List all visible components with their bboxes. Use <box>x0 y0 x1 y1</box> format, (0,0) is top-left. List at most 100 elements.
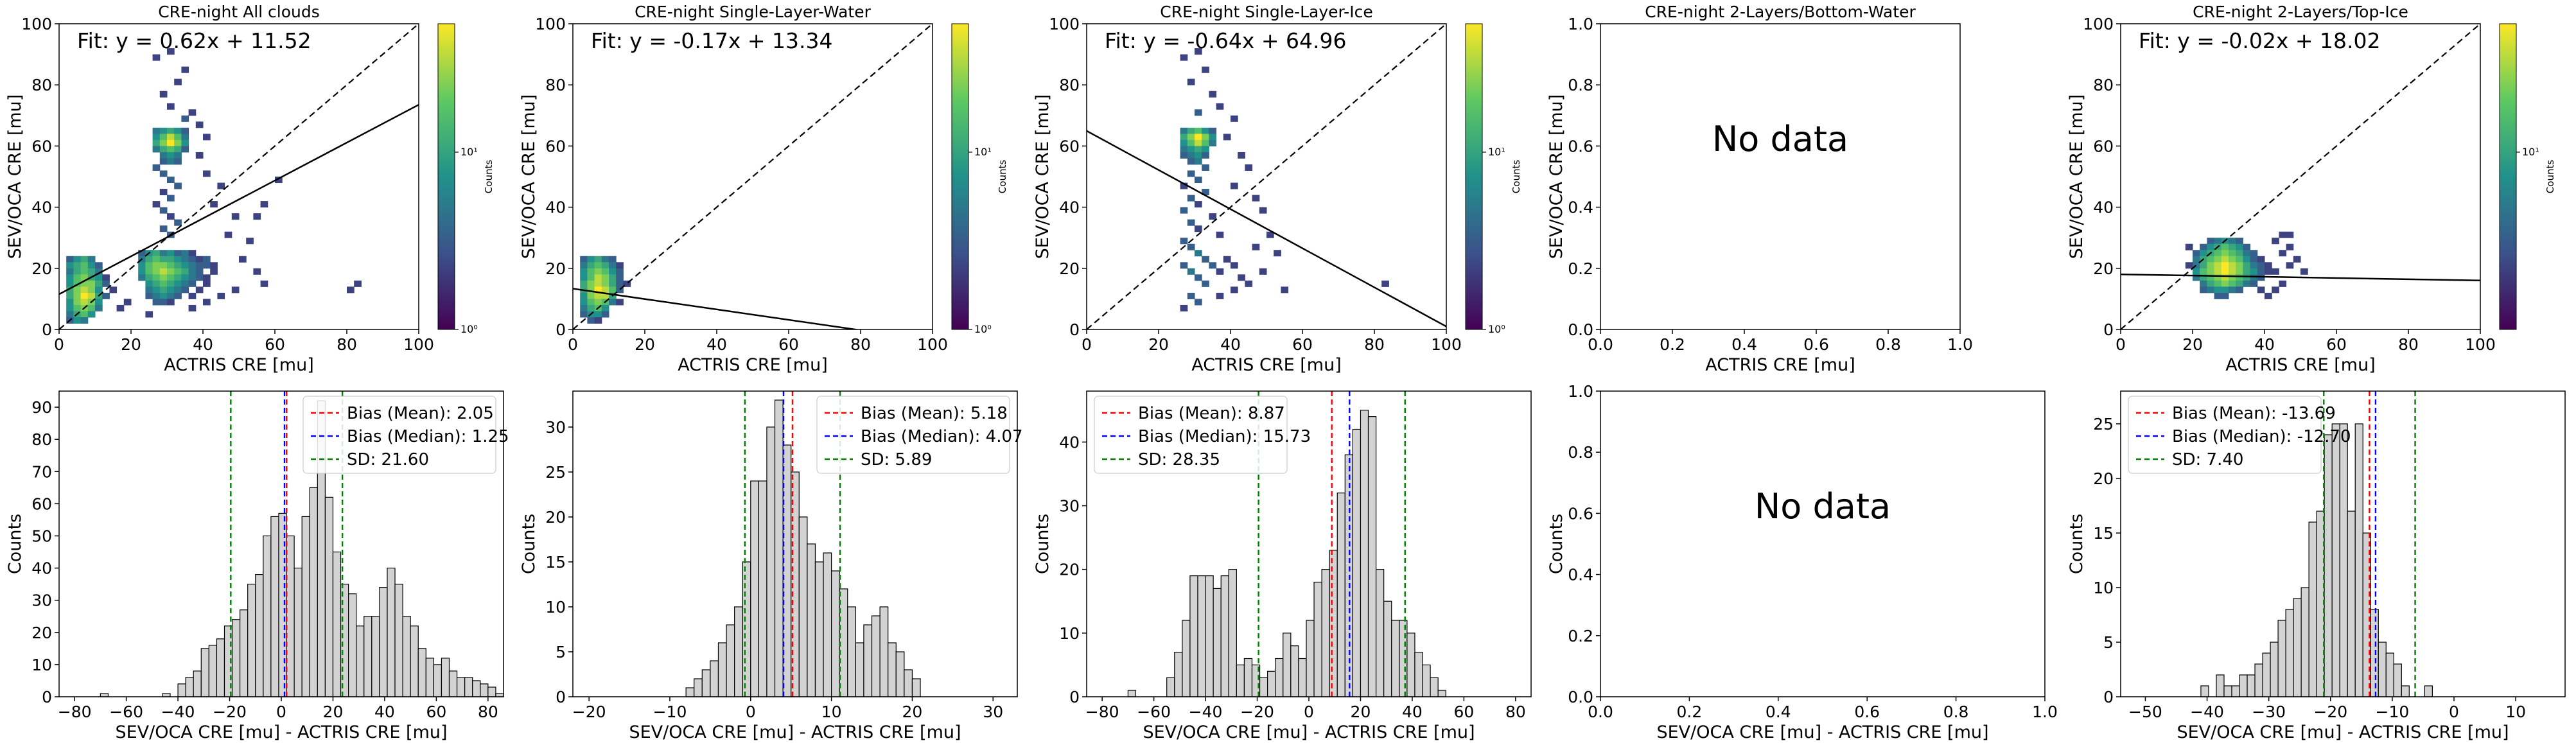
heatmap-cell <box>66 274 74 281</box>
heatmap-cell <box>1202 127 1209 134</box>
heatmap-cell <box>594 274 602 281</box>
histogram-bar <box>177 683 186 697</box>
heatmap-cell <box>616 286 624 293</box>
histogram-bar <box>2262 652 2271 697</box>
heatmap-cell <box>174 292 182 299</box>
heatmap-cell <box>2257 286 2265 293</box>
heatmap-cell <box>601 262 609 269</box>
axes-frame <box>572 390 1018 697</box>
histogram-bar <box>208 645 218 697</box>
heatmap-cell <box>210 268 218 275</box>
heatmap-cell <box>188 256 197 263</box>
heatmap-cell <box>231 286 240 293</box>
heatmap-cell <box>1187 152 1195 159</box>
y-tick-label: 0.2 <box>1568 627 1593 645</box>
x-tick-label: 80 <box>478 703 498 721</box>
x-tick-label: 20 <box>323 703 344 721</box>
heatmap-cell <box>1209 213 1217 220</box>
heatmap-cell <box>2229 274 2236 281</box>
histogram-bar <box>1166 677 1175 697</box>
heatmap-cell <box>1195 48 1202 55</box>
heatmap-cell <box>80 286 89 293</box>
y-tick-label: 30 <box>31 591 52 610</box>
y-tick-label: 20 <box>2093 259 2114 278</box>
heatmap-cell <box>1187 158 1195 165</box>
histogram-bar <box>2324 434 2333 697</box>
histogram-bar <box>185 677 194 697</box>
fit-equation: Fit: y = 0.62x + 11.52 <box>77 28 311 53</box>
heatmap-cell <box>594 292 602 299</box>
heatmap-cell <box>159 139 168 146</box>
heatmap-cell <box>1259 207 1267 214</box>
heatmap-cell <box>2221 274 2229 281</box>
histogram-bar <box>193 670 202 697</box>
histogram-bar <box>2270 642 2279 697</box>
heatmap-cell <box>2200 274 2207 281</box>
heatmap-cell <box>1231 115 1238 122</box>
histogram-bar <box>742 561 751 697</box>
heatmap-cell <box>174 256 182 263</box>
histogram-bar <box>871 615 881 697</box>
y-tick-label: 10 <box>545 598 566 616</box>
heatmap-cell <box>587 299 595 306</box>
heatmap-cell <box>616 280 624 287</box>
heatmap-cell <box>195 268 204 275</box>
heatmap-cell <box>80 268 89 275</box>
heatmap-cell <box>210 262 218 269</box>
heatmap-cell <box>580 304 588 311</box>
heatmap-cell <box>145 280 153 287</box>
x-tick-label: 0.8 <box>1875 335 1901 354</box>
heatmap-cell <box>594 299 602 306</box>
heatmap-cell <box>2250 256 2258 263</box>
x-tick-label: 20 <box>2182 335 2203 354</box>
heatmap-cell <box>138 268 146 275</box>
heatmap-cell <box>587 268 595 275</box>
heatmap-cell <box>167 158 175 165</box>
heatmap-cell <box>2243 250 2251 257</box>
y-tick-label: 60 <box>2093 137 2114 155</box>
y-tick-label: 40 <box>545 198 566 217</box>
heatmap-cell <box>159 262 168 269</box>
colorbar <box>2499 23 2517 330</box>
x-axis-label: SEV/OCA CRE [mu] - ACTRIS CRE [mu] <box>1143 722 1475 742</box>
heatmap-cell <box>580 268 588 275</box>
histogram-bar <box>247 584 256 697</box>
histogram-bar <box>487 686 496 697</box>
heatmap-cell <box>1195 201 1202 208</box>
heatmap-cell <box>167 134 175 141</box>
histogram-bar <box>1414 651 1423 697</box>
histogram-bar <box>286 535 295 697</box>
legend-box <box>816 396 1010 474</box>
heatmap-cell <box>181 268 189 275</box>
heatmap-cell <box>2236 256 2243 263</box>
heatmap-cell <box>159 207 168 214</box>
axes-frame <box>2120 23 2481 330</box>
heatmap-cell <box>2214 238 2222 245</box>
histogram-bar <box>2339 423 2348 697</box>
heatmap-cell <box>231 213 240 220</box>
heatmap-cell <box>80 299 89 306</box>
colorbar-tick-label: 10⁰ <box>460 323 478 335</box>
heatmap-cell <box>1180 304 1188 311</box>
heatmap-cell <box>580 292 588 299</box>
histogram-bar <box>1422 664 1431 697</box>
heatmap-cell <box>159 292 168 299</box>
histogram-bar <box>2401 685 2410 697</box>
heatmap-cell <box>174 250 182 257</box>
x-axis-label: ACTRIS CRE [mu] <box>2225 355 2376 375</box>
heatmap-cell <box>174 182 182 189</box>
heatmap-cell <box>1223 134 1231 141</box>
heatmap-cell <box>2279 250 2287 257</box>
heatmap-cell <box>174 274 182 281</box>
heatmap-cell <box>1216 103 1224 110</box>
scatter-single-layer-water: 0 20 40 60 80 100 0 20 40 60 80 100 ACTRIS CRE [mu] S… <box>519 3 1008 375</box>
heatmap-cell <box>188 268 197 275</box>
legend-entry: Bias (Mean): 5.18 <box>861 404 1008 423</box>
heatmap-cell <box>167 268 175 275</box>
heatmap-cell <box>152 134 161 141</box>
x-axis-label: SEV/OCA CRE [mu] - ACTRIS CRE [mu] <box>115 722 447 742</box>
heatmap-cell <box>181 274 189 281</box>
y-tick-label: 1.0 <box>1568 382 1593 401</box>
heatmap-cell <box>1202 146 1209 153</box>
y-tick-label: 0 <box>1069 320 1080 339</box>
